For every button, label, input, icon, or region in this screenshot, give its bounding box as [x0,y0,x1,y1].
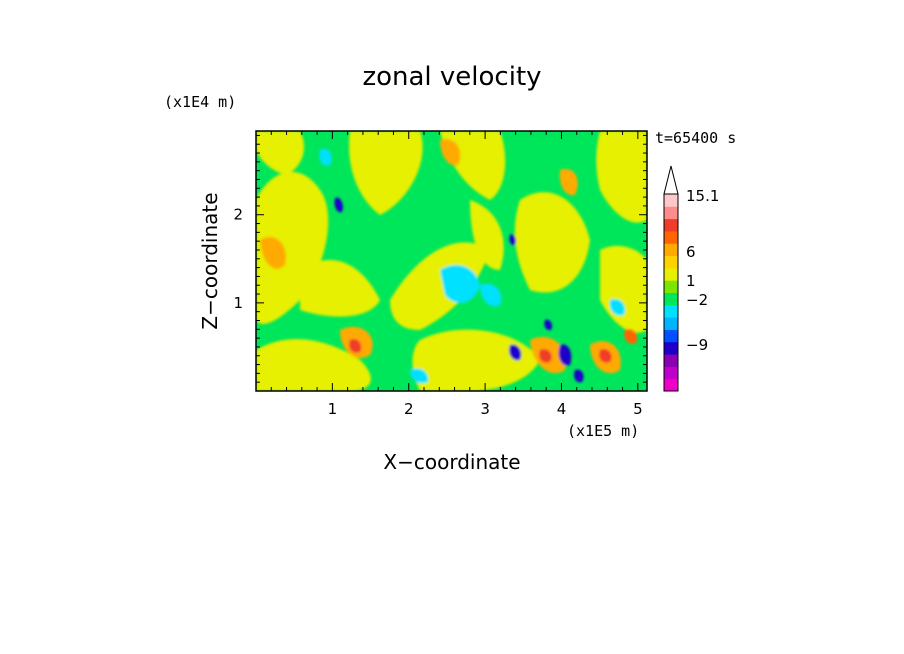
contour-region [509,234,517,246]
y-tick-label: 1 [233,294,243,312]
contour-region [600,245,647,333]
colorbar-label: 15.1 [686,187,719,205]
y-axis-label: Z−coordinate [198,192,222,329]
colorbar-bin [664,378,678,392]
contour-region [544,319,553,331]
contour-region [319,148,332,166]
colorbar-frame [663,193,679,392]
contour-region [599,349,612,363]
colorbar-label: −9 [686,336,708,354]
x-tick-label: 2 [404,400,414,418]
contour-region [559,169,578,196]
colorbar-bin [664,280,678,293]
x-scale-note: (x1E5 m) [567,422,639,440]
contour-region [410,368,429,384]
colorbar-bin [664,218,678,232]
chart-title: zonal velocity [362,62,541,92]
x-tick-label: 1 [328,400,338,418]
x-tick-label: 4 [557,400,567,418]
contour-region [256,131,305,175]
colorbar-bin [664,329,678,343]
contour-region [349,131,423,215]
contour-region [624,329,638,344]
colorbar-bin [664,255,678,269]
colorbar-bin [664,366,678,380]
colorbar-label: 6 [686,243,696,261]
colorbar-label: −2 [686,291,708,309]
contour-region [256,171,329,324]
x-tick-label: 5 [633,400,643,418]
colorbar-bin [664,292,678,306]
contour-field [256,131,647,391]
y-scale-note: (x1E4 m) [164,93,236,111]
x-axis-label: X−coordinate [383,450,520,474]
contour-region [596,131,647,223]
contour-region [440,265,480,303]
x-tick-label: 3 [480,400,490,418]
contour-region [412,329,540,391]
y-tick-label: 2 [233,206,243,224]
colorbar-bin [664,194,678,207]
colorbar-bin [664,243,678,257]
colorbar-bin [664,317,678,330]
contour-region [609,299,626,316]
colorbar-bin [664,206,678,220]
contour-region [256,339,371,391]
colorbar-extension [663,165,679,195]
contour-region [573,369,584,383]
contour-region [539,349,552,363]
contour-region [480,283,502,307]
colorbar-bin [664,304,678,318]
plot-frame [255,130,648,392]
colorbar: 15.1 6 1−2 −9 [663,165,719,392]
contour-region [558,344,572,366]
time-label: t=65400 s [655,129,736,147]
colorbar-bin [664,341,678,355]
colorbar-bin [664,354,678,367]
axes: 1 2 3 4 5 1 2 [233,131,647,418]
colorbar-label: 1 [686,272,696,290]
colorbar-bin [664,230,678,244]
colorbar-bin [664,267,678,281]
contour-region [514,192,590,293]
contour-region [509,344,522,361]
contour-region [390,242,490,330]
contour-region [440,139,461,166]
contour-region [334,197,343,213]
contour-region [300,260,380,317]
contour-region [260,236,286,269]
contour-region [470,200,504,270]
contour-region [349,339,362,353]
